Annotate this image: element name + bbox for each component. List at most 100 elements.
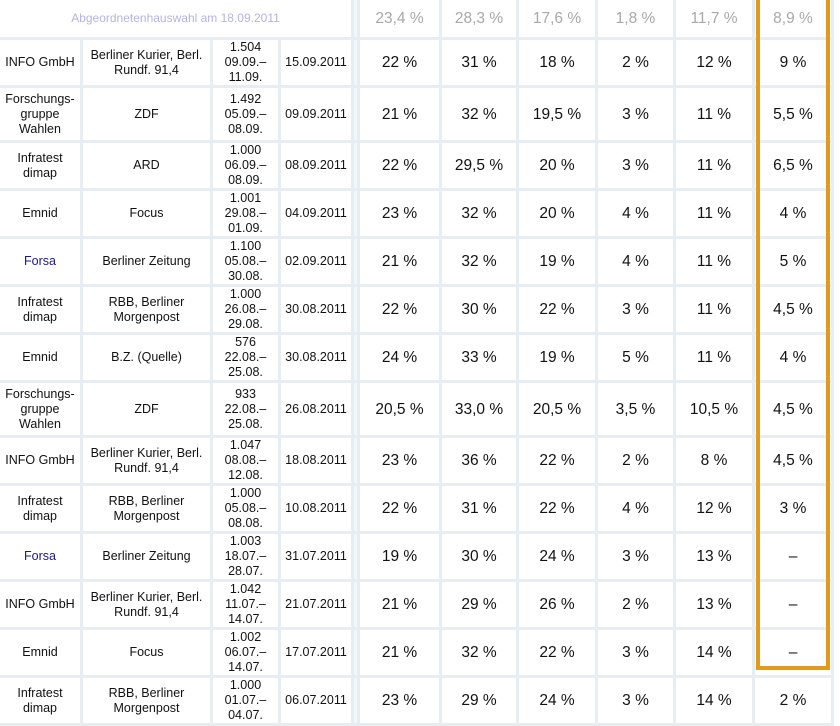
election-title: Abgeordnetenhauswahl am 18.09.2011 xyxy=(0,0,351,37)
sample-cell: 1.504 09.09.–11.09. xyxy=(213,40,278,85)
value-cdu: 22 % xyxy=(360,486,439,531)
client-cell: RBB, Berliner Morgenpost xyxy=(83,678,210,723)
value-piraten: 4,5 % xyxy=(755,383,831,435)
value-fdp: 3 % xyxy=(598,534,673,579)
separator xyxy=(354,438,357,483)
value-piraten: 3 % xyxy=(755,486,831,531)
value-gruene: 19,5 % xyxy=(519,88,595,140)
value-cdu: 23 % xyxy=(360,438,439,483)
value-linke: 11 % xyxy=(676,191,752,236)
value-cdu: 19 % xyxy=(360,534,439,579)
value-linke: 11 % xyxy=(676,287,752,332)
value-gruene: 24 % xyxy=(519,534,595,579)
client-cell: RBB, Berliner Morgenpost xyxy=(83,287,210,332)
sample-cell: 1.047 08.08.–12.08. xyxy=(213,438,278,483)
poll-row: Infratest dimap RBB, Berliner Morgenpost 1… xyxy=(0,486,831,531)
client-cell: Focus xyxy=(83,630,210,675)
value-spd: 32 % xyxy=(442,630,516,675)
value-spd: 30 % xyxy=(442,534,516,579)
poll-row: Emnid Focus 1.002 06.07.–14.07. 17.07.2011 21… xyxy=(0,630,831,675)
value-piraten: 9 % xyxy=(755,40,831,85)
value-spd: 31 % xyxy=(442,40,516,85)
survey-period: 09.09.–11.09. xyxy=(224,55,267,84)
poll-row: Forsa Berliner Zeitung 1.100 05.08.–30.08. 0… xyxy=(0,239,831,284)
value-piraten: 4,5 % xyxy=(755,287,831,332)
separator xyxy=(354,534,357,579)
value-spd: 36 % xyxy=(442,438,516,483)
institute-cell: INFO GmbH xyxy=(0,438,80,483)
survey-period: 06.07.–14.07. xyxy=(224,645,267,674)
separator xyxy=(354,335,357,380)
value-fdp: 2 % xyxy=(598,582,673,627)
value-piraten: 4,5 % xyxy=(755,438,831,483)
value-gruene: 24 % xyxy=(519,678,595,723)
value-linke: 11 % xyxy=(676,143,752,188)
institute-cell: Emnid xyxy=(0,191,80,236)
value-gruene: 20 % xyxy=(519,143,595,188)
poll-row: Emnid B.Z. (Quelle) 576 22.08.–25.08. 30.08.… xyxy=(0,335,831,380)
value-gruene: 22 % xyxy=(519,630,595,675)
sample-size: 1.504 xyxy=(229,40,262,54)
institute-link[interactable]: Forsa xyxy=(24,254,56,268)
election-result-row: Abgeordnetenhauswahl am 18.09.2011 23,4 … xyxy=(0,0,831,37)
value-piraten: 6,5 % xyxy=(755,143,831,188)
institute-cell: Forschungs- gruppe Wahlen xyxy=(0,88,80,140)
client-cell: ZDF xyxy=(83,383,210,435)
poll-row: INFO GmbH Berliner Kurier, Berl. Rundf. 9… xyxy=(0,582,831,627)
client-cell: Berliner Zeitung xyxy=(83,534,210,579)
value-piraten: 5 % xyxy=(755,239,831,284)
client-cell: Berliner Kurier, Berl. Rundf. 91,4 xyxy=(83,582,210,627)
value-fdp: 3 % xyxy=(598,143,673,188)
institute-cell: Forschungs- gruppe Wahlen xyxy=(0,383,80,435)
value-spd: 32 % xyxy=(442,191,516,236)
value-spd: 33 % xyxy=(442,335,516,380)
separator xyxy=(354,630,357,675)
value-linke: 11 % xyxy=(676,335,752,380)
value-cdu: 21 % xyxy=(360,582,439,627)
sample-cell: 1.000 06.09.–08.09. xyxy=(213,143,278,188)
date-cell: 04.09.2011 xyxy=(281,191,351,236)
survey-period: 05.08.–30.08. xyxy=(224,254,267,283)
value-fdp: 2 % xyxy=(598,438,673,483)
date-cell: 02.09.2011 xyxy=(281,239,351,284)
separator xyxy=(354,239,357,284)
value-linke: 11 % xyxy=(676,239,752,284)
client-cell: RBB, Berliner Morgenpost xyxy=(83,486,210,531)
value-linke: 14 % xyxy=(676,678,752,723)
client-cell: Berliner Zeitung xyxy=(83,239,210,284)
institute-link[interactable]: Forsa xyxy=(24,549,56,563)
poll-row: Infratest dimap ARD 1.000 06.09.–08.09. 08.0… xyxy=(0,143,831,188)
sample-size: 1.000 xyxy=(229,287,262,301)
value-cdu: 21 % xyxy=(360,88,439,140)
separator xyxy=(354,383,357,435)
client-cell: ZDF xyxy=(83,88,210,140)
separator xyxy=(354,143,357,188)
result-linke: 11,7 % xyxy=(676,0,752,37)
survey-period: 05.09.–08.09. xyxy=(224,106,267,136)
value-gruene: 22 % xyxy=(519,486,595,531)
value-spd: 32 % xyxy=(442,88,516,140)
sample-cell: 1.001 29.08.–01.09. xyxy=(213,191,278,236)
value-fdp: 3 % xyxy=(598,287,673,332)
date-cell: 06.07.2011 xyxy=(281,678,351,723)
survey-period: 06.09.–08.09. xyxy=(224,158,267,187)
sample-cell: 933 22.08.–25.08. xyxy=(213,383,278,435)
sample-size: 1.003 xyxy=(229,534,262,548)
poll-row: Infratest dimap RBB, Berliner Morgenpost 1… xyxy=(0,287,831,332)
sample-size: 1.042 xyxy=(229,582,262,596)
value-piraten: 2 % xyxy=(755,678,831,723)
poll-row: Forsa Berliner Zeitung 1.003 18.07.–28.07. 3… xyxy=(0,534,831,579)
value-cdu: 24 % xyxy=(360,335,439,380)
survey-period: 22.08.–25.08. xyxy=(224,350,267,379)
institute-cell: Infratest dimap xyxy=(0,486,80,531)
sample-cell: 1.003 18.07.–28.07. xyxy=(213,534,278,579)
separator xyxy=(354,191,357,236)
value-fdp: 3,5 % xyxy=(598,383,673,435)
value-piraten: – xyxy=(755,630,831,675)
client-cell: Berliner Kurier, Berl. Rundf. 91,4 xyxy=(83,40,210,85)
value-cdu: 22 % xyxy=(360,143,439,188)
value-gruene: 26 % xyxy=(519,582,595,627)
value-fdp: 3 % xyxy=(598,678,673,723)
client-cell: Berliner Kurier, Berl. Rundf. 91,4 xyxy=(83,438,210,483)
value-gruene: 20 % xyxy=(519,191,595,236)
